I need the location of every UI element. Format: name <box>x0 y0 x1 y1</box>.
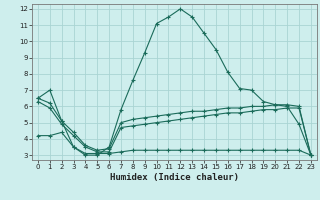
X-axis label: Humidex (Indice chaleur): Humidex (Indice chaleur) <box>110 173 239 182</box>
